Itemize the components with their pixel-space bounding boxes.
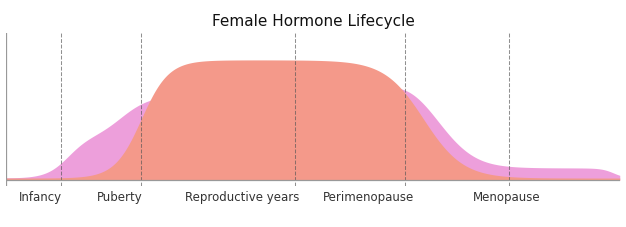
- Text: Perimenopause: Perimenopause: [322, 190, 414, 203]
- Text: Infancy: Infancy: [18, 190, 61, 203]
- Text: Menopause: Menopause: [473, 190, 540, 203]
- Text: Reproductive years: Reproductive years: [185, 190, 300, 203]
- Title: Female Hormone Lifecycle: Female Hormone Lifecycle: [212, 14, 414, 29]
- Text: Puberty: Puberty: [97, 190, 143, 203]
